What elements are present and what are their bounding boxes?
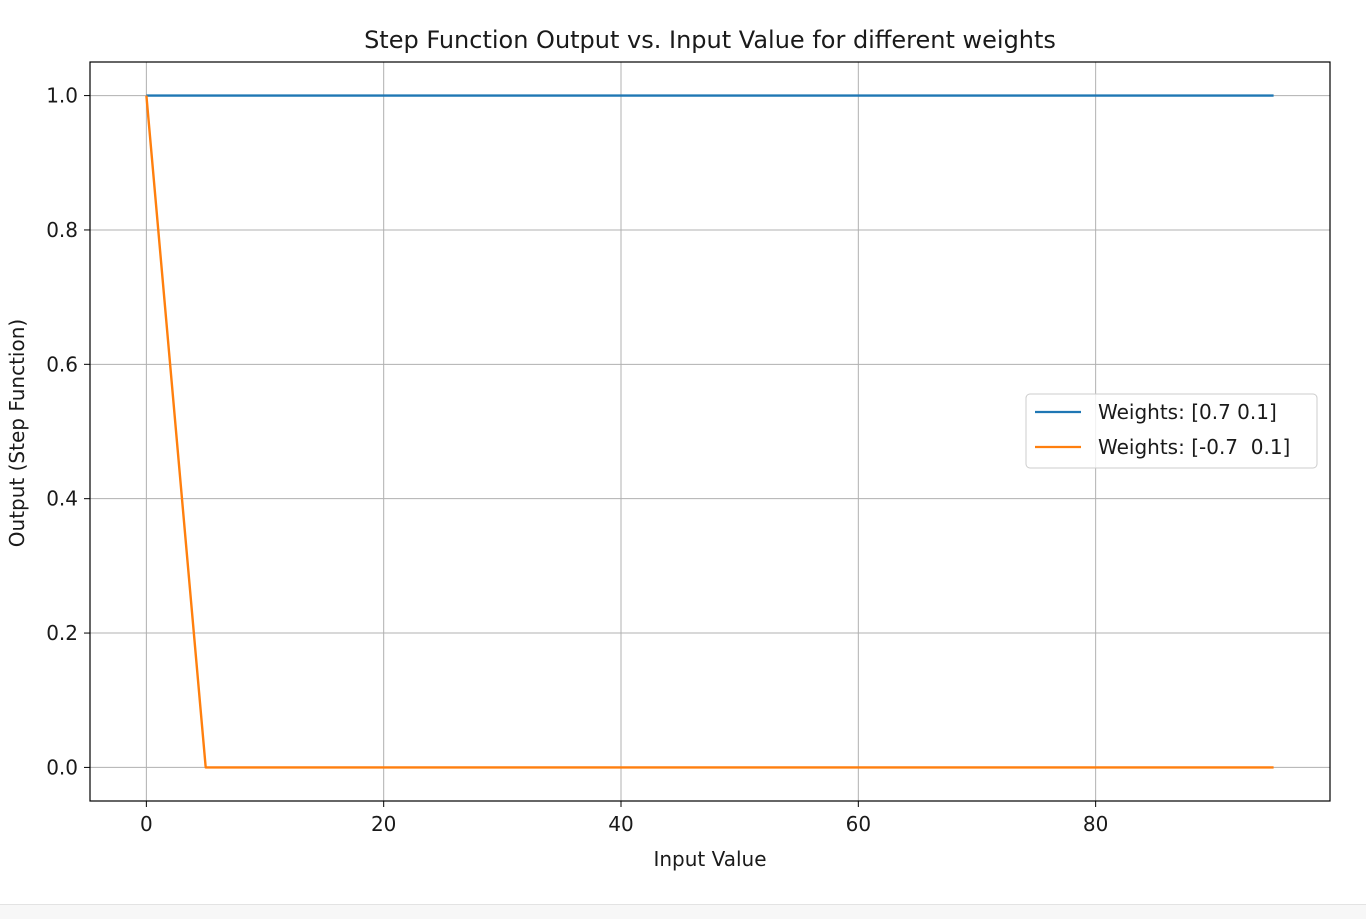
x-tick-label: 40 bbox=[608, 812, 633, 836]
y-tick-label: 0.8 bbox=[46, 218, 78, 242]
y-tick-label: 1.0 bbox=[46, 84, 78, 108]
y-axis-label: Output (Step Function) bbox=[5, 319, 29, 547]
x-axis-label: Input Value bbox=[653, 847, 766, 871]
legend-label-series-2: Weights: [-0.7 0.1] bbox=[1098, 435, 1290, 459]
series-line-2 bbox=[145, 95, 1274, 769]
y-tick-label: 0.6 bbox=[46, 352, 78, 376]
legend-box bbox=[1025, 393, 1318, 469]
plot-area-frame bbox=[89, 61, 1331, 802]
x-tick-label: 80 bbox=[1083, 812, 1108, 836]
y-tick-label: 0.0 bbox=[46, 755, 78, 779]
y-tick-label: 0.2 bbox=[46, 621, 78, 645]
x-tick-label: 20 bbox=[371, 812, 396, 836]
axis-ticks: 0 20 40 60 80 0.0 0.2 0.4 0.6 0.8 1.0 bbox=[46, 84, 1108, 836]
x-tick-label: 60 bbox=[846, 812, 871, 836]
output-cell-footer bbox=[0, 904, 1366, 919]
y-tick-label: 0.4 bbox=[46, 487, 78, 511]
series-lines bbox=[145, 94, 1274, 769]
x-tick-label: 0 bbox=[140, 812, 153, 836]
legend-label-series-1: Weights: [0.7 0.1] bbox=[1098, 400, 1277, 424]
chart-title: Step Function Output vs. Input Value for… bbox=[364, 26, 1056, 54]
legend: Weights: [0.7 0.1] Weights: [-0.7 0.1] bbox=[1025, 393, 1318, 469]
